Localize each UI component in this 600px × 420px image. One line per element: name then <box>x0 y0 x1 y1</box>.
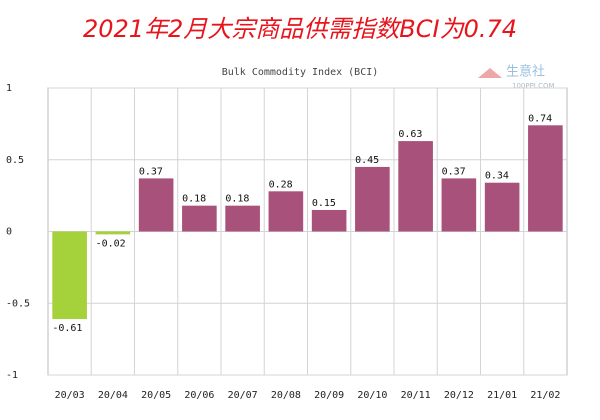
x-tick-label: 20/03 <box>55 390 85 401</box>
value-label: 0.37 <box>139 166 163 177</box>
value-label: -0.61 <box>52 323 82 334</box>
bar <box>398 141 433 232</box>
y-tick-label: -1 <box>6 370 18 381</box>
bar <box>95 231 131 235</box>
chart-subtitle: Bulk Commodity Index (BCI) <box>222 67 379 78</box>
bar <box>182 205 217 232</box>
x-tick-label: 20/10 <box>357 390 387 401</box>
bar <box>268 191 304 232</box>
x-tick-label: 21/02 <box>530 390 560 401</box>
watermark-icon <box>478 68 502 78</box>
value-label: 0.18 <box>182 194 206 205</box>
value-label: 0.15 <box>312 198 336 209</box>
watermark-site: 100PPI.COM <box>512 82 555 90</box>
y-tick-label: 0.5 <box>6 155 24 166</box>
x-tick-label: 20/12 <box>444 390 474 401</box>
x-tick-label: 20/05 <box>141 390 171 401</box>
value-label: 0.74 <box>528 113 552 124</box>
watermark-name: 生意社 <box>506 64 545 80</box>
y-tick-label: 0 <box>6 227 12 238</box>
value-label: 0.45 <box>355 155 379 166</box>
x-tick-label: 20/06 <box>184 390 214 401</box>
bar <box>311 209 347 232</box>
value-label: -0.02 <box>96 238 126 249</box>
value-label: 0.37 <box>442 166 466 177</box>
value-label: 0.63 <box>398 129 422 140</box>
x-tick-label: 20/07 <box>228 390 258 401</box>
x-tick-label: 20/09 <box>314 390 344 401</box>
value-label: 0.34 <box>485 171 509 182</box>
y-tick-label: 1 <box>6 83 12 94</box>
bar <box>528 125 563 232</box>
bar <box>138 178 174 232</box>
y-tick-label: -0.5 <box>6 298 30 309</box>
x-tick-label: 20/08 <box>271 390 301 401</box>
bar <box>441 178 477 232</box>
bar <box>484 182 520 232</box>
chart-title: 2021年2月大宗商品供需指数BCI为0.74 <box>83 15 517 43</box>
x-tick-label: 20/04 <box>98 390 128 401</box>
value-label: 0.28 <box>269 179 293 190</box>
bar <box>225 205 260 232</box>
value-label: 0.18 <box>225 194 249 205</box>
bar <box>355 166 390 232</box>
x-tick-label: 21/01 <box>487 390 517 401</box>
x-tick-label: 20/11 <box>401 390 431 401</box>
bar <box>52 231 87 320</box>
